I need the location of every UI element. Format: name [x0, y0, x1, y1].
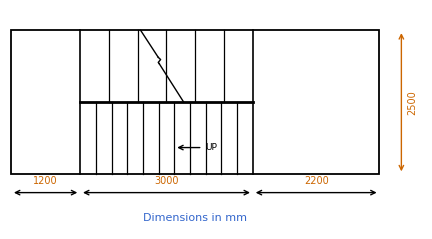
Text: 1200: 1200 — [33, 176, 58, 186]
Text: 2500: 2500 — [407, 90, 417, 115]
Text: UP: UP — [205, 143, 217, 152]
Text: 3000: 3000 — [154, 176, 179, 186]
Bar — [11, 30, 379, 174]
Text: 2200: 2200 — [304, 176, 329, 186]
Text: Dimensions in mm: Dimensions in mm — [143, 213, 247, 223]
